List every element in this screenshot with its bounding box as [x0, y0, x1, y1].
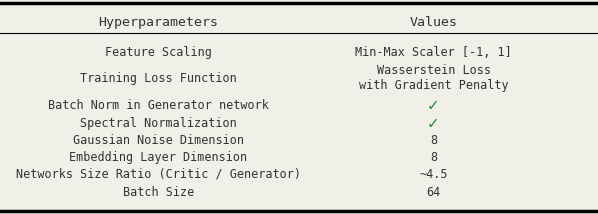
Text: 64: 64 — [426, 186, 441, 199]
Text: 8: 8 — [430, 134, 437, 147]
Text: Wasserstein Loss
with Gradient Penalty: Wasserstein Loss with Gradient Penalty — [359, 64, 508, 92]
Text: Spectral Normalization: Spectral Normalization — [80, 117, 237, 129]
Text: Gaussian Noise Dimension: Gaussian Noise Dimension — [73, 134, 244, 147]
Text: Embedding Layer Dimension: Embedding Layer Dimension — [69, 151, 248, 164]
Text: Values: Values — [410, 16, 457, 29]
Text: Batch Norm in Generator network: Batch Norm in Generator network — [48, 100, 269, 112]
Text: Training Loss Function: Training Loss Function — [80, 72, 237, 85]
Text: ~4.5: ~4.5 — [419, 168, 448, 181]
Text: Networks Size Ratio (Critic / Generator): Networks Size Ratio (Critic / Generator) — [16, 168, 301, 181]
Text: Batch Size: Batch Size — [123, 186, 194, 199]
Text: Hyperparameters: Hyperparameters — [99, 16, 218, 29]
Text: ✓: ✓ — [427, 98, 440, 113]
Text: Min-Max Scaler [-1, 1]: Min-Max Scaler [-1, 1] — [355, 46, 512, 59]
Text: 8: 8 — [430, 151, 437, 164]
Text: ✓: ✓ — [427, 116, 440, 131]
Text: Feature Scaling: Feature Scaling — [105, 46, 212, 59]
